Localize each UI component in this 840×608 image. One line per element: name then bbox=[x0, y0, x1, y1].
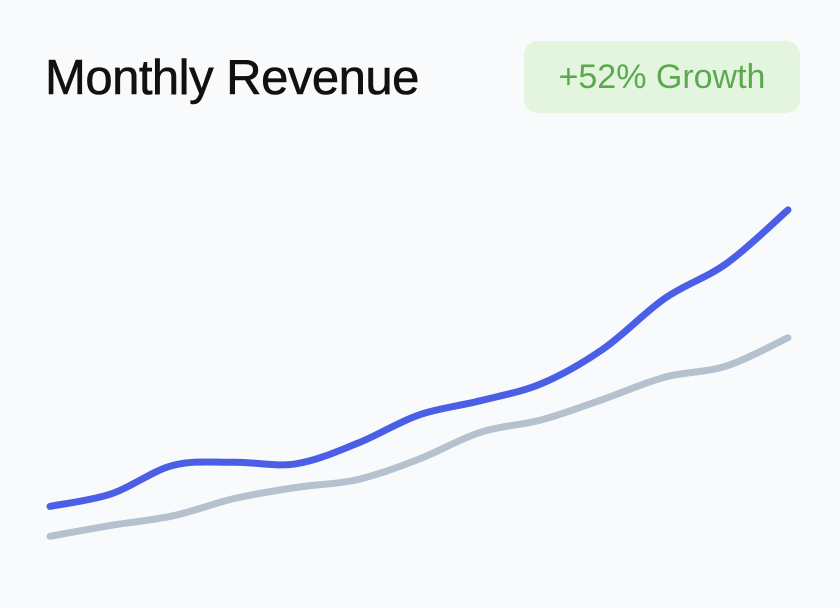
series-line-primary bbox=[46, 206, 792, 510]
series-line-secondary bbox=[46, 334, 792, 540]
chart-title: Monthly Revenue bbox=[45, 51, 420, 105]
series-layer bbox=[46, 206, 792, 540]
growth-badge: +52% Growth bbox=[524, 41, 800, 113]
